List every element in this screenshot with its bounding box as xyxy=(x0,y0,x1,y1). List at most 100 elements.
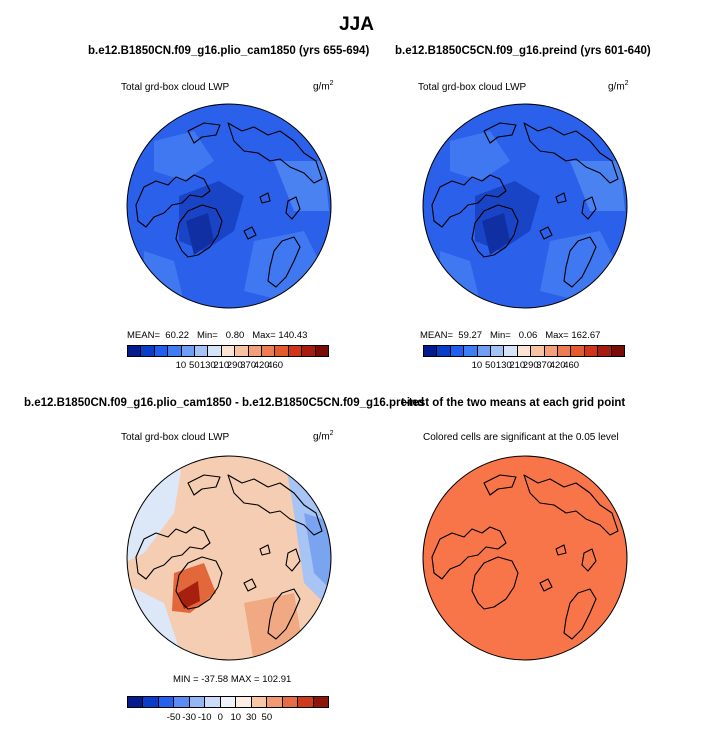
colorbar-tick-label: 10 xyxy=(230,712,242,723)
colorbar-swatch xyxy=(235,346,249,356)
map-boundary xyxy=(422,103,628,309)
coastlines xyxy=(135,474,323,640)
colorbar-swatch xyxy=(205,697,221,707)
colorbar-swatch xyxy=(477,346,492,356)
coastline xyxy=(259,544,271,556)
colorbar-swatch xyxy=(189,697,206,707)
colorbar-tick-label: 210 xyxy=(213,360,230,371)
figure-title: JJA xyxy=(339,14,374,35)
coastline xyxy=(431,526,507,580)
lwp-contour-region xyxy=(570,161,625,211)
coastline xyxy=(563,236,597,288)
colorbar-tick-label: 50 xyxy=(485,360,496,371)
coastline xyxy=(175,204,223,258)
colorbar-swatch xyxy=(248,346,263,356)
colorbar-swatch xyxy=(158,697,175,707)
map-field xyxy=(127,456,331,660)
colorbar-swatch xyxy=(315,346,329,356)
coastline xyxy=(555,192,567,204)
map-boundary xyxy=(126,455,332,661)
panel3-colorbar-labels: -50 -30 -10 0 10 30 50 xyxy=(127,712,329,724)
coastline xyxy=(135,526,211,580)
colorbar-swatch xyxy=(288,346,303,356)
colorbar-swatch xyxy=(450,346,465,356)
panel3-case-title: b.e12.B1850CN.f09_g16.plio_cam1850 - b.e… xyxy=(24,397,425,409)
coastline xyxy=(483,122,517,144)
coastlines xyxy=(431,122,619,288)
colorbar-tick-label: 50 xyxy=(189,360,200,371)
colorbar-swatch xyxy=(437,346,451,356)
panel2-units: g/m2 xyxy=(608,80,629,93)
coastline xyxy=(523,474,619,536)
panel1-colorbar-labels: 10 50 130 210 290 370 420 460 xyxy=(127,360,329,372)
colorbar-tick-label: 290 xyxy=(226,360,243,371)
colorbar-swatch xyxy=(558,346,572,356)
coastline xyxy=(581,548,597,572)
coastline xyxy=(187,474,221,496)
colorbar-swatch xyxy=(302,346,316,356)
coastline xyxy=(285,196,301,220)
coastline xyxy=(243,578,257,592)
coastlines xyxy=(431,474,619,640)
panel4-case-title: t-test of the two means at each grid poi… xyxy=(401,397,626,409)
coastline xyxy=(555,544,567,556)
panel1-polar-map xyxy=(126,103,332,309)
colorbar-swatch xyxy=(298,697,314,707)
colorbar-tick-label: 10 xyxy=(175,360,187,371)
colorbar-swatch xyxy=(464,346,478,356)
colorbar-swatch xyxy=(491,346,505,356)
panel3-variable-label: Total grd-box cloud LWP xyxy=(121,432,230,443)
coastline xyxy=(175,556,223,610)
panel1-colorbar xyxy=(127,345,329,357)
lwp-contour-region xyxy=(154,131,214,181)
panel3-colorbar xyxy=(127,696,329,708)
colorbar-swatch xyxy=(282,697,299,707)
panel3-polar-map xyxy=(126,455,332,661)
coastline xyxy=(563,588,597,640)
colorbar-swatch xyxy=(611,346,625,356)
coastline xyxy=(187,122,221,144)
panel2-case-title: b.e12.B1850C5CN.f09_g16.preind (yrs 601-… xyxy=(395,45,651,57)
coastline xyxy=(227,474,323,536)
colorbar-swatch xyxy=(195,346,209,356)
map-field xyxy=(127,104,331,308)
lwp-contour-region xyxy=(450,131,510,181)
panel1-case-title: b.e12.B1850CN.f09_g16.plio_cam1850 (yrs … xyxy=(88,45,370,57)
colorbar-swatch xyxy=(168,346,182,356)
colorbar-tick-label: 370 xyxy=(240,360,257,371)
panel4-variable-label: Colored cells are significant at the 0.0… xyxy=(423,432,619,443)
colorbar-tick-label: 370 xyxy=(536,360,553,371)
colorbar-tick-label: 460 xyxy=(267,360,284,371)
panel1-units: g/m2 xyxy=(313,80,334,93)
panel2-polar-map xyxy=(422,103,628,309)
coastline xyxy=(431,174,507,228)
panel4-polar-map xyxy=(422,455,628,661)
colorbar-swatch xyxy=(504,346,518,356)
colorbar-swatch xyxy=(221,346,236,356)
colorbar-swatch xyxy=(143,697,159,707)
panel2-variable-label: Total grd-box cloud LWP xyxy=(418,82,527,93)
panel3-units: g/m2 xyxy=(313,430,334,443)
map-field xyxy=(423,104,627,308)
coastline xyxy=(227,122,323,184)
colorbar-swatch xyxy=(236,697,252,707)
colorbar-tick-label: 50 xyxy=(261,712,273,723)
colorbar-swatch xyxy=(174,697,190,707)
colorbar-tick-label: 0 xyxy=(217,712,223,723)
panel1-stats: MEAN= 60.22 Min= 0.80 Max= 140.43 xyxy=(127,330,308,341)
colorbar-swatch xyxy=(141,346,155,356)
colorbar-swatch xyxy=(154,346,169,356)
colorbar-tick-label: 460 xyxy=(563,360,580,371)
panel2-stats: MEAN= 59.27 Min= 0.06 Max= 162.67 xyxy=(420,330,601,341)
colorbar-tick-label: 130 xyxy=(199,360,216,371)
colorbar-swatch xyxy=(598,346,612,356)
colorbar-swatch xyxy=(128,697,144,707)
colorbar-swatch xyxy=(128,346,142,356)
colorbar-swatch xyxy=(262,346,276,356)
colorbar-tick-label: 210 xyxy=(509,360,526,371)
coastline xyxy=(539,578,553,592)
colorbar-swatch xyxy=(251,697,268,707)
colorbar-swatch xyxy=(584,346,599,356)
lwp-low-region xyxy=(186,213,214,255)
colorbar-tick-label: 30 xyxy=(246,712,257,723)
